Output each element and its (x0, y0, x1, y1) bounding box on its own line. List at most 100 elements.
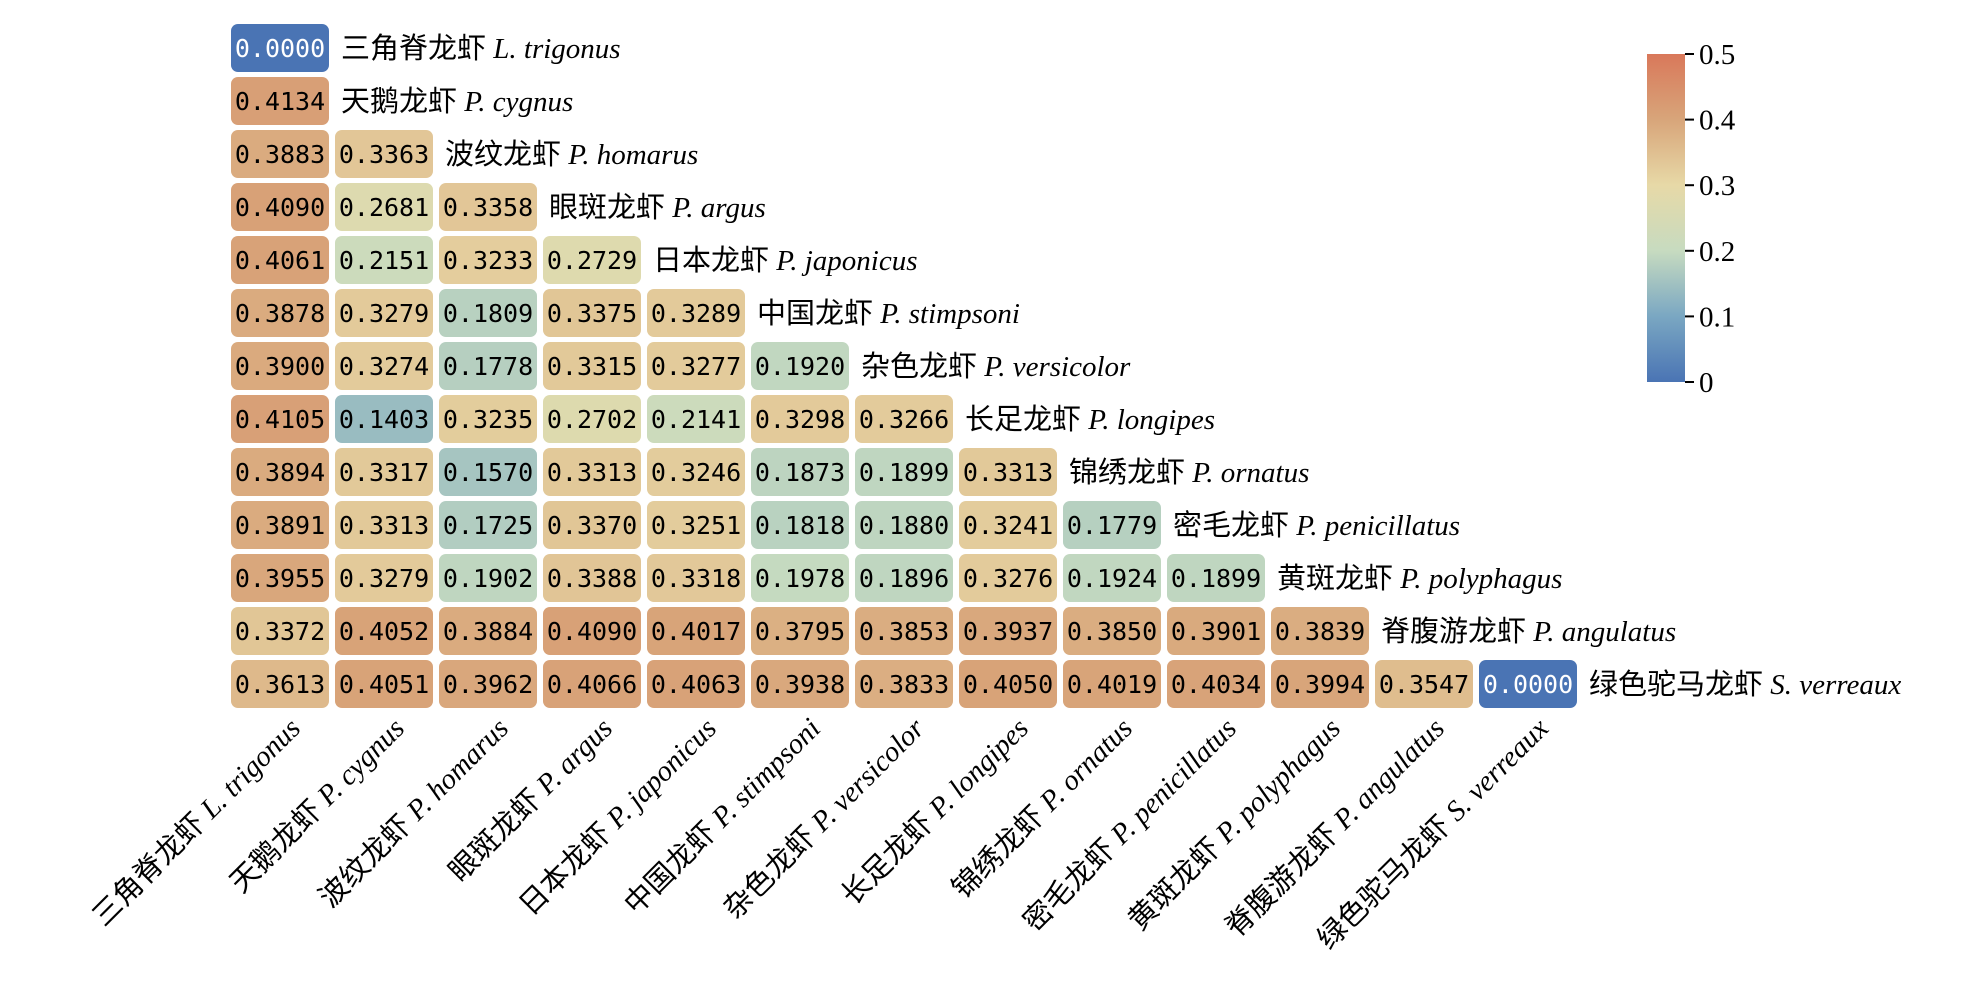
column-label: 天鹅龙虾 P. cygnus (223, 712, 411, 900)
row-label: 锦绣龙虾 P. ornatus (1069, 456, 1309, 489)
heatmap-cell: 0.3955 (231, 554, 329, 602)
heatmap-cell: 0.3315 (543, 342, 641, 390)
cell-rect (335, 289, 433, 337)
cell-value: 0.1570 (443, 458, 533, 487)
heatmap-cell: 0.3850 (1063, 607, 1161, 655)
row-label: 长足龙虾 P. longipes (965, 403, 1215, 436)
heatmap-cell: 0.2141 (647, 395, 745, 443)
heatmap-cell: 0.3994 (1271, 660, 1369, 708)
cell-rect (335, 342, 433, 390)
cell-rect (751, 395, 849, 443)
cell-value: 0.3937 (963, 617, 1053, 646)
heatmap-cell: 0.3358 (439, 183, 537, 231)
cell-value: 0.3298 (755, 405, 845, 434)
cell-value: 0.2702 (547, 405, 637, 434)
heatmap-cell: 0.3372 (231, 607, 329, 655)
cell-value: 0.3962 (443, 670, 533, 699)
heatmap-cell: 0.3900 (231, 342, 329, 390)
cell-value: 0.1779 (1067, 511, 1157, 540)
heatmap-cell: 0.2681 (335, 183, 433, 231)
cell-value: 0.4051 (339, 670, 429, 699)
cell-rect (647, 342, 745, 390)
row-label: 密毛龙虾 P. penicillatus (1173, 509, 1460, 542)
heatmap-cell: 0.3277 (647, 342, 745, 390)
heatmap-cell: 0.3795 (751, 607, 849, 655)
cell-value: 0.4066 (547, 670, 637, 699)
column-label: 波纹龙虾 P. homarus (313, 712, 515, 914)
cell-value: 0.3853 (859, 617, 949, 646)
cell-rect (439, 554, 537, 602)
heatmap-cell: 0.1920 (751, 342, 849, 390)
cell-value: 0.0000 (235, 34, 325, 63)
cell-value: 0.3900 (235, 352, 325, 381)
heatmap-cell: 0.4019 (1063, 660, 1161, 708)
cell-rect (1167, 554, 1265, 602)
heatmap-cell: 0.4034 (1167, 660, 1265, 708)
cell-rect (647, 448, 745, 496)
cell-rect (543, 660, 641, 708)
cell-rect (1167, 660, 1265, 708)
cell-value: 0.1809 (443, 299, 533, 328)
cell-value: 0.4034 (1171, 670, 1261, 699)
cell-rect (335, 554, 433, 602)
cell-value: 0.3313 (547, 458, 637, 487)
heatmap-cell: 0.3313 (543, 448, 641, 496)
row-label: 中国龙虾 P. stimpsoni (757, 297, 1020, 330)
heatmap-cell: 0.3894 (231, 448, 329, 496)
colorbar-tick-label: 0 (1699, 367, 1714, 399)
cell-rect (647, 554, 745, 602)
cell-value: 0.1924 (1067, 564, 1157, 593)
cell-value: 0.1778 (443, 352, 533, 381)
cell-rect (231, 24, 329, 72)
cell-value: 0.4090 (235, 193, 325, 222)
heatmap-cell: 0.3313 (335, 501, 433, 549)
cell-rect (855, 448, 953, 496)
heatmap-cell: 0.1873 (751, 448, 849, 496)
heatmap-cell: 0.4052 (335, 607, 433, 655)
cell-value: 0.2151 (339, 246, 429, 275)
row-label: 日本龙虾 P. japonicus (653, 244, 918, 277)
cell-value: 0.3279 (339, 299, 429, 328)
heatmap-cell: 0.3279 (335, 289, 433, 337)
column-label: 杂色龙虾 P. versicolor (717, 711, 931, 925)
heatmap-cell: 0.1899 (855, 448, 953, 496)
heatmap-cell: 0.3313 (959, 448, 1057, 496)
cell-value: 0.3613 (235, 670, 325, 699)
cell-rect (231, 660, 329, 708)
heatmap-cell: 0.1778 (439, 342, 537, 390)
cell-rect (647, 607, 745, 655)
heatmap-cell: 0.3235 (439, 395, 537, 443)
row-label: 绿色驼马龙虾 S. verreaux (1589, 668, 1901, 701)
column-label: 长足龙虾 P. longipes (835, 712, 1035, 912)
cell-value: 0.1899 (859, 458, 949, 487)
cell-rect (751, 448, 849, 496)
cell-rect (1063, 554, 1161, 602)
heatmap-cell: 0.3962 (439, 660, 537, 708)
cell-value: 0.3850 (1067, 617, 1157, 646)
heatmap-cell: 0.3298 (751, 395, 849, 443)
cell-rect (231, 607, 329, 655)
cell-value: 0.4017 (651, 617, 741, 646)
cell-value: 0.3994 (1275, 670, 1365, 699)
row-label: 黄斑龙虾 P. polyphagus (1277, 562, 1562, 595)
colorbar-tick-label: 0.4 (1699, 105, 1736, 137)
cell-value: 0.4105 (235, 405, 325, 434)
cell-rect (959, 660, 1057, 708)
row-label: 脊腹游龙虾 P. angulatus (1381, 615, 1676, 648)
cell-rect (855, 395, 953, 443)
cell-value: 0.3317 (339, 458, 429, 487)
cell-rect (543, 289, 641, 337)
cell-rect (231, 342, 329, 390)
cell-value: 0.1880 (859, 511, 949, 540)
cell-rect (335, 448, 433, 496)
heatmap-cell: 0.3318 (647, 554, 745, 602)
cell-value: 0.3318 (651, 564, 741, 593)
heatmap-cell: 0.2151 (335, 236, 433, 284)
cell-rect (751, 342, 849, 390)
colorbar-ticks: 0 0.1 0.2 0.3 0.4 0.5 (1685, 39, 1736, 399)
cell-value: 0.3884 (443, 617, 533, 646)
heatmap-cell: 0.3388 (543, 554, 641, 602)
cell-value: 0.3833 (859, 670, 949, 699)
